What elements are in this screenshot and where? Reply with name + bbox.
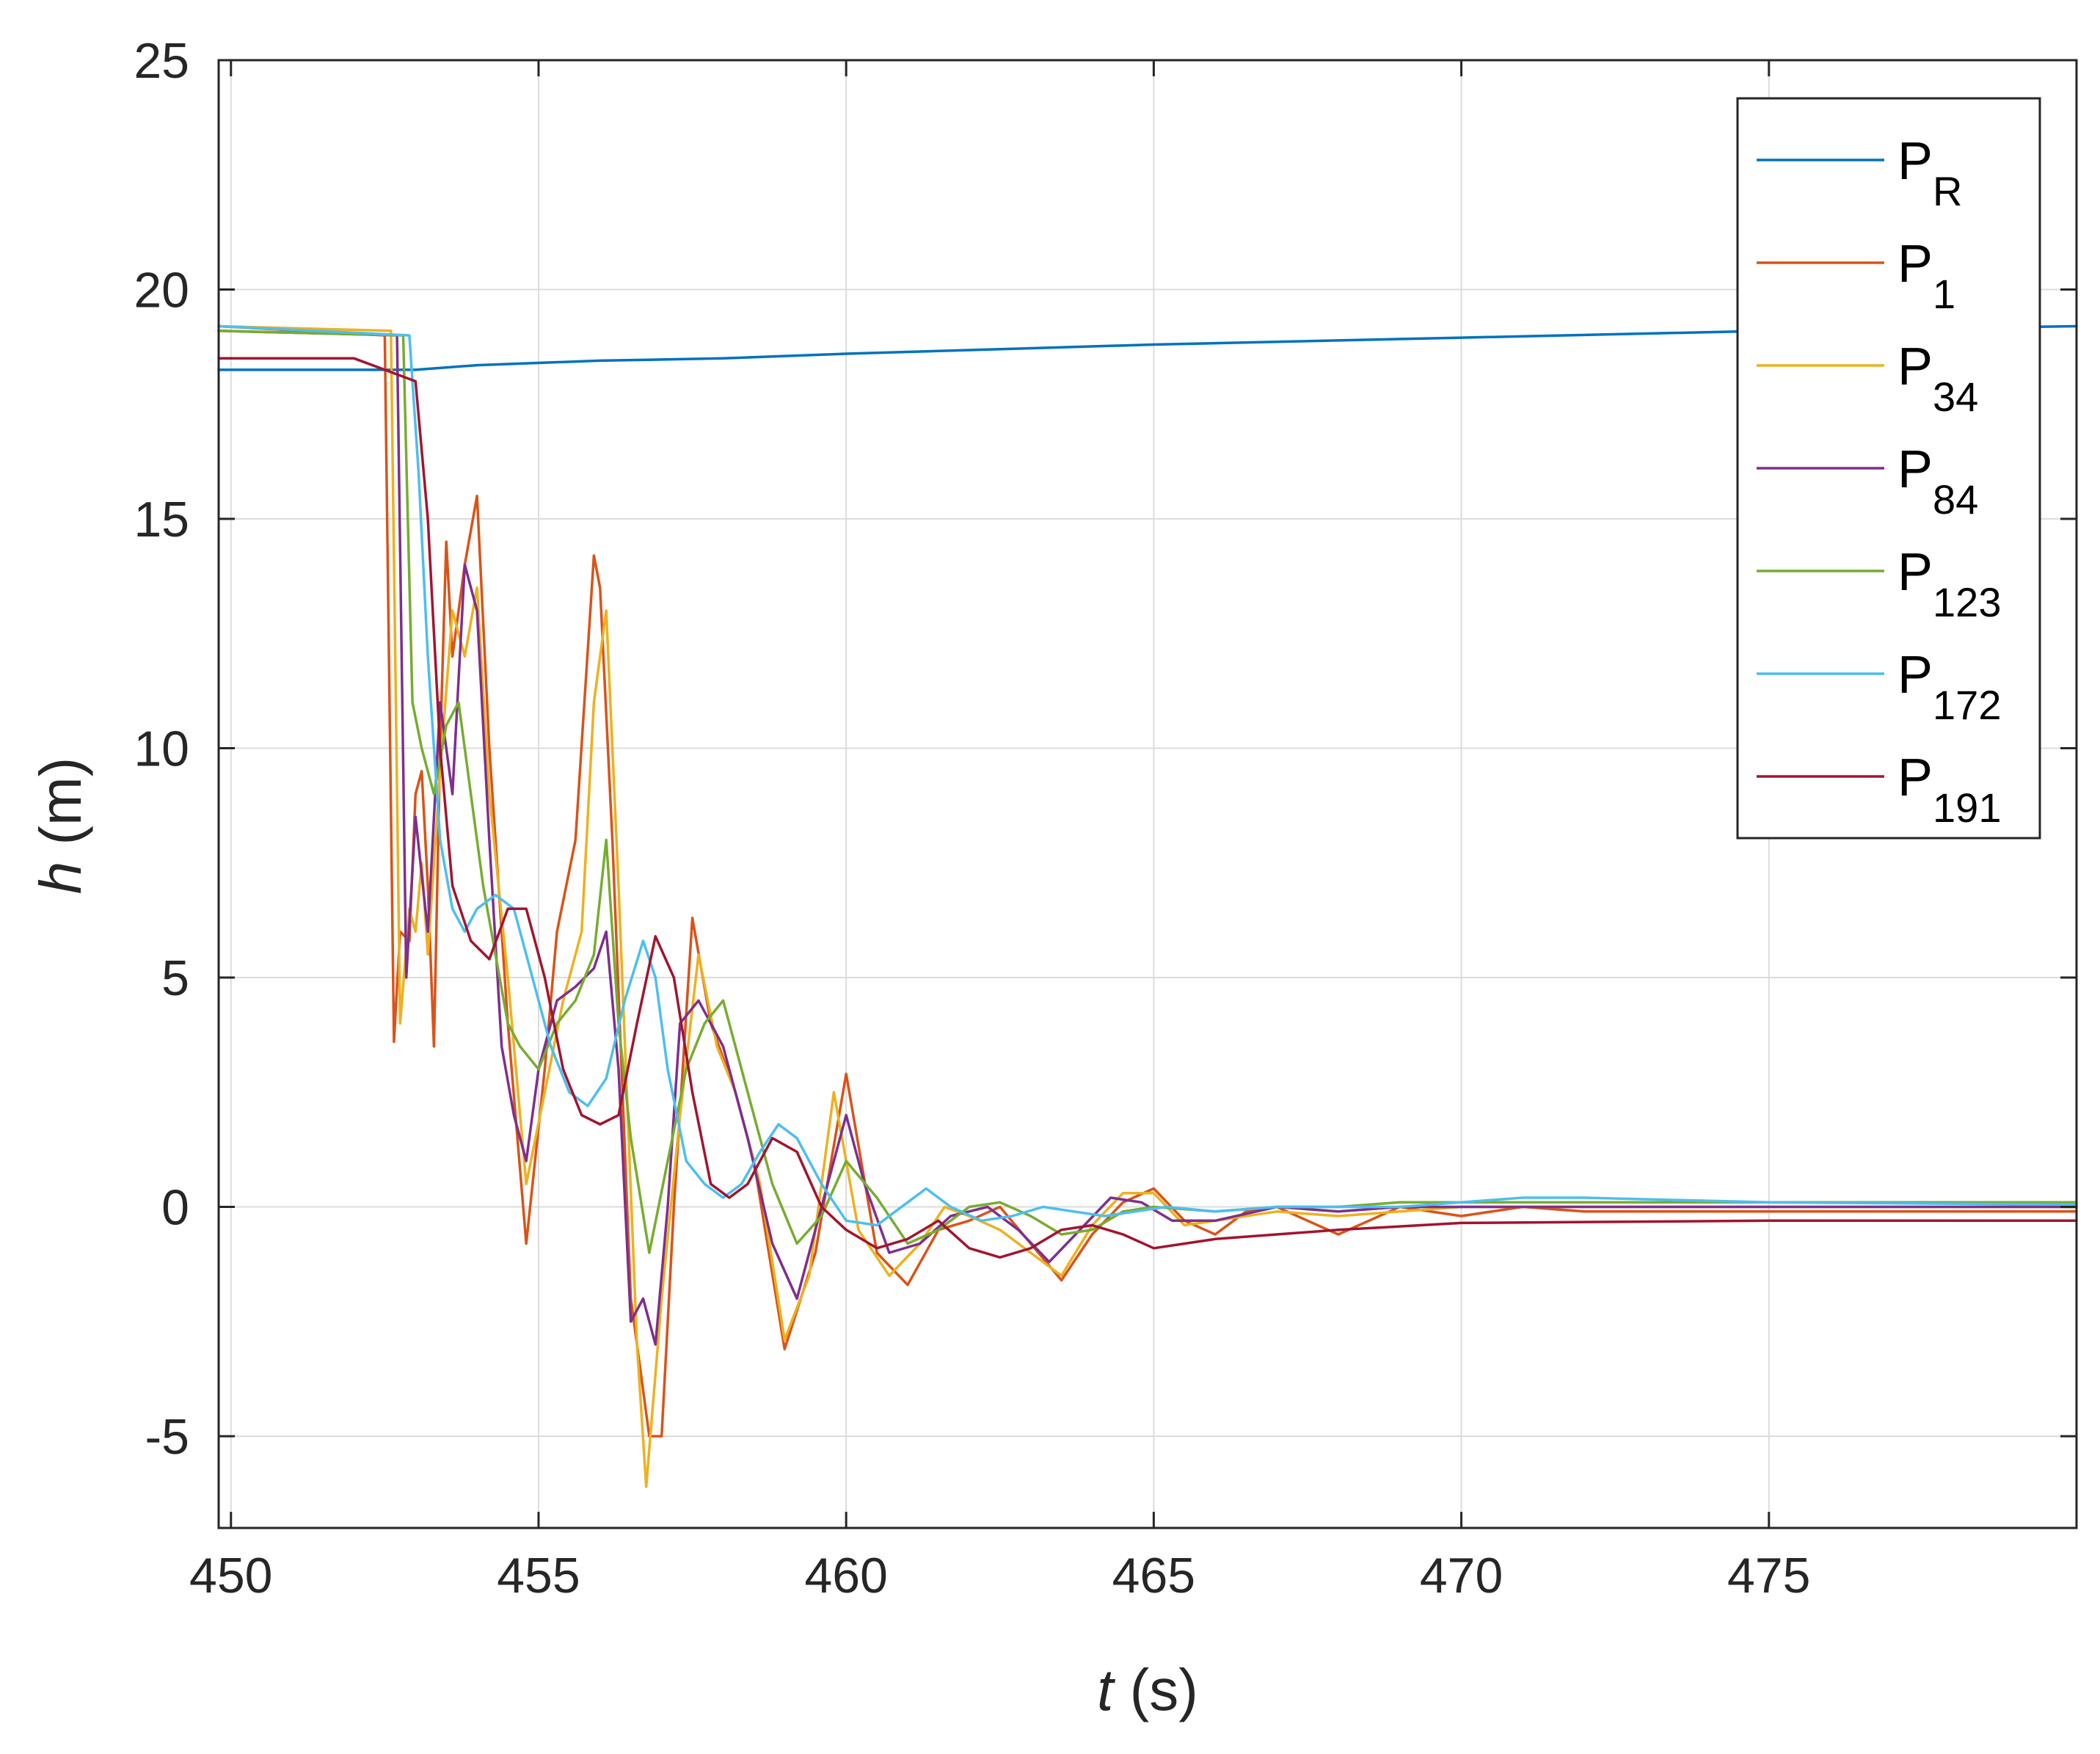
x-tick-label: 455 [497,1548,580,1604]
legend-entry: PR [1897,132,1962,214]
y-tick-label: 15 [134,492,189,547]
series-line-p172 [217,324,2078,1227]
x-tick-label: 465 [1112,1548,1195,1604]
x-tick-label: 460 [804,1548,887,1604]
legend-entry: P191 [1897,749,2001,831]
y-tick-label: -5 [145,1409,189,1465]
y-tick-label: 25 [134,33,189,89]
series-line-pr [217,324,2078,371]
axes-box [217,59,2078,1529]
y-tick-label: 20 [134,263,189,319]
x-tick-label: 475 [1727,1548,1810,1604]
legend-entry: P34 [1897,338,1978,420]
ticks [219,59,2077,1528]
legend-entry: P1 [1897,235,1955,317]
x-tick-label: 450 [189,1548,272,1604]
y-axis-label: h (m) [28,757,93,895]
y-tick-label: 10 [134,721,189,777]
series-line-p191 [217,357,2078,1259]
series-line-p123 [217,330,2078,1254]
legend-entry: P84 [1897,440,1978,523]
x-tick-label: 470 [1420,1548,1503,1604]
tick-labels: 450 455 460 465 470 475 -5 0 5 10 15 20 25 [134,33,1810,1604]
legend: PR P1 P34 P84 P123 P172 P191 [1736,97,2041,840]
legend-entry: P172 [1897,646,2001,728]
legend-entry: P123 [1897,543,2001,625]
y-tick-label: 5 [161,950,189,1006]
series-lines [217,324,2078,1488]
y-tick-label: 0 [161,1180,189,1236]
series-line-p84 [217,330,2078,1346]
x-axis-label: t (s) [1097,1657,1198,1722]
series-line-p34 [217,324,2078,1488]
